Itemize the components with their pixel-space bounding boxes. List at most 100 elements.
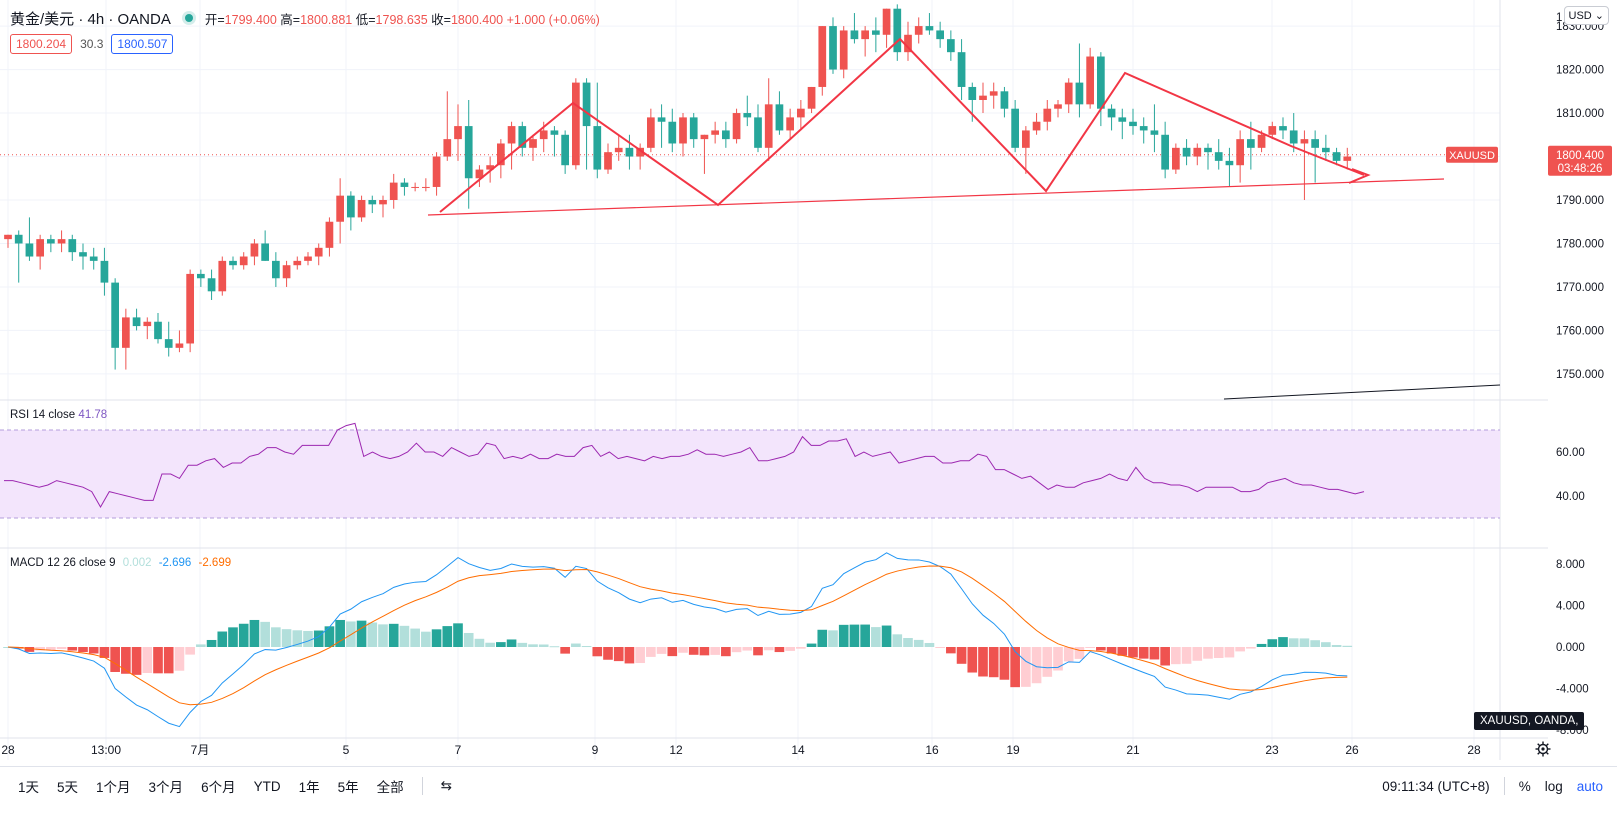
- clock-readout[interactable]: 09:11:34 (UTC+8): [1382, 778, 1490, 794]
- macd-histogram-bar: [710, 647, 720, 655]
- macd-histogram-bar: [506, 639, 517, 647]
- macd-histogram-bar: [1085, 647, 1095, 648]
- macd-histogram-bar: [249, 619, 260, 647]
- macd-histogram-bar: [935, 647, 945, 648]
- macd-histogram-bar: [228, 627, 238, 647]
- chart-header: 黄金/美元 · 4h · OANDA 开=1799.400 高=1800.881…: [10, 8, 600, 28]
- candle-body: [411, 186, 419, 188]
- macd-histogram-bar: [1342, 645, 1353, 647]
- macd-histogram-bar: [463, 632, 474, 647]
- chart-area[interactable]: 28 13:00 7月 5 7 9 12 14 16 19 21 23 26 28 XAUUSD: [0, 0, 1548, 766]
- time-axis-label: 13:00: [91, 743, 121, 757]
- price-axis-label: 1770.000: [1556, 282, 1604, 294]
- candle-body: [818, 26, 827, 87]
- time-axis-label: 28: [1, 743, 15, 757]
- range-5y[interactable]: 5年: [337, 780, 359, 795]
- candle-body: [700, 134, 709, 140]
- candle-body: [486, 165, 494, 170]
- macd-histogram-bar: [399, 625, 410, 647]
- toolbar-divider: [421, 777, 423, 795]
- macd-histogram-bar: [828, 630, 838, 647]
- time-axis-label: 16: [925, 743, 939, 757]
- macd-histogram-bar: [753, 647, 763, 656]
- range-1m[interactable]: 1个月: [96, 780, 131, 795]
- auto-toggle[interactable]: auto: [1576, 778, 1603, 794]
- macd-histogram-bar: [635, 647, 645, 664]
- compare-icon[interactable]: ⇆: [440, 778, 452, 793]
- price-axis-label: 1750.000: [1556, 369, 1604, 381]
- candle-body: [186, 273, 194, 344]
- percent-toggle[interactable]: %: [1518, 778, 1531, 794]
- macd-histogram-bar: [142, 647, 153, 674]
- price-axis-label: 1760.000: [1556, 325, 1604, 337]
- candle-body: [604, 152, 612, 170]
- range-3m[interactable]: 3个月: [148, 780, 184, 795]
- macd-histogram-bar: [1256, 643, 1267, 647]
- candle-body: [14, 234, 23, 244]
- price-axis[interactable]: 11830.0001820.0001810.0001790.0001780.00…: [1548, 0, 1617, 760]
- range-6m[interactable]: 6个月: [201, 780, 236, 795]
- candle-body: [122, 317, 130, 348]
- candle-body: [754, 117, 762, 148]
- candle-body: [1268, 126, 1277, 135]
- candle-body: [614, 147, 623, 153]
- macd-signal-line: [7, 565, 1348, 706]
- candle-body: [904, 34, 912, 53]
- macd-label: MACD 12 26 close 9 0.002 -2.696 -2.699: [10, 557, 232, 569]
- candle-body: [154, 321, 162, 340]
- macd-histogram-bar: [260, 621, 270, 647]
- neckline: [427, 178, 1445, 216]
- candle-body: [1075, 82, 1084, 105]
- macd-histogram-bar: [881, 625, 892, 647]
- candle-body: [132, 317, 141, 327]
- macd-histogram-bar: [78, 647, 88, 653]
- candle-body: [1097, 56, 1105, 109]
- macd-histogram-bar: [763, 647, 774, 651]
- candle-body: [764, 104, 773, 148]
- macd-histogram-bar: [1138, 647, 1149, 659]
- macd-histogram-bar: [742, 647, 753, 651]
- candle-body: [893, 8, 902, 53]
- chart-svg[interactable]: 28 13:00 7月 5 7 9 12 14 16 19 21 23 26 28 XAUUSD: [0, 0, 1548, 766]
- macd-histogram-bar: [1010, 647, 1020, 688]
- macd-histogram-bar: [1235, 647, 1245, 652]
- current-price-value: 1800.400: [1556, 150, 1604, 162]
- macd-histogram-bar: [667, 647, 678, 657]
- candle-body: [550, 130, 559, 135]
- macd-histogram-bar: [903, 637, 913, 647]
- macd-histogram-bar: [1042, 647, 1053, 677]
- candle-body: [1332, 152, 1341, 161]
- macd-histogram-bar: [1096, 647, 1106, 651]
- macd-histogram-bar: [24, 647, 35, 652]
- macd-histogram-bar: [238, 623, 249, 647]
- candle-body: [100, 260, 109, 283]
- macd-histogram-bar: [774, 647, 785, 653]
- macd-histogram-bar: [99, 647, 110, 658]
- candle-body: [1322, 147, 1330, 153]
- candle-body: [1107, 108, 1116, 118]
- macd-histogram-bar: [967, 647, 978, 673]
- symbol-title[interactable]: 黄金/美元 · 4h · OANDA: [10, 10, 171, 28]
- time-axis-label: 12: [669, 743, 683, 757]
- symbol-tag: [1446, 146, 1498, 163]
- toolbar-divider-right: [1503, 777, 1505, 795]
- range-1y[interactable]: 1年: [298, 780, 320, 795]
- candle-body: [357, 200, 366, 218]
- candle-body: [807, 86, 816, 109]
- macd-histogram-bar: [817, 629, 828, 647]
- macd-histogram-bar: [849, 624, 860, 647]
- macd-histogram-bar: [956, 647, 967, 664]
- range-all[interactable]: 全部: [376, 780, 404, 795]
- log-toggle[interactable]: log: [1544, 778, 1563, 794]
- sell-price[interactable]: 1800.204: [10, 34, 73, 54]
- price-axis-label: 1780.000: [1556, 238, 1604, 250]
- macd-histogram-bar: [281, 629, 292, 647]
- settings-gear-icon[interactable]: [1535, 741, 1551, 762]
- macd-histogram-bar: [1031, 647, 1042, 684]
- time-axis-label: 14: [791, 743, 805, 757]
- buy-price[interactable]: 1800.507: [111, 34, 174, 54]
- range-1d[interactable]: 1天: [18, 780, 40, 795]
- range-5d[interactable]: 5天: [57, 780, 79, 795]
- range-ytd[interactable]: YTD: [253, 778, 281, 794]
- currency-button[interactable]: USD ⌄: [1563, 6, 1609, 25]
